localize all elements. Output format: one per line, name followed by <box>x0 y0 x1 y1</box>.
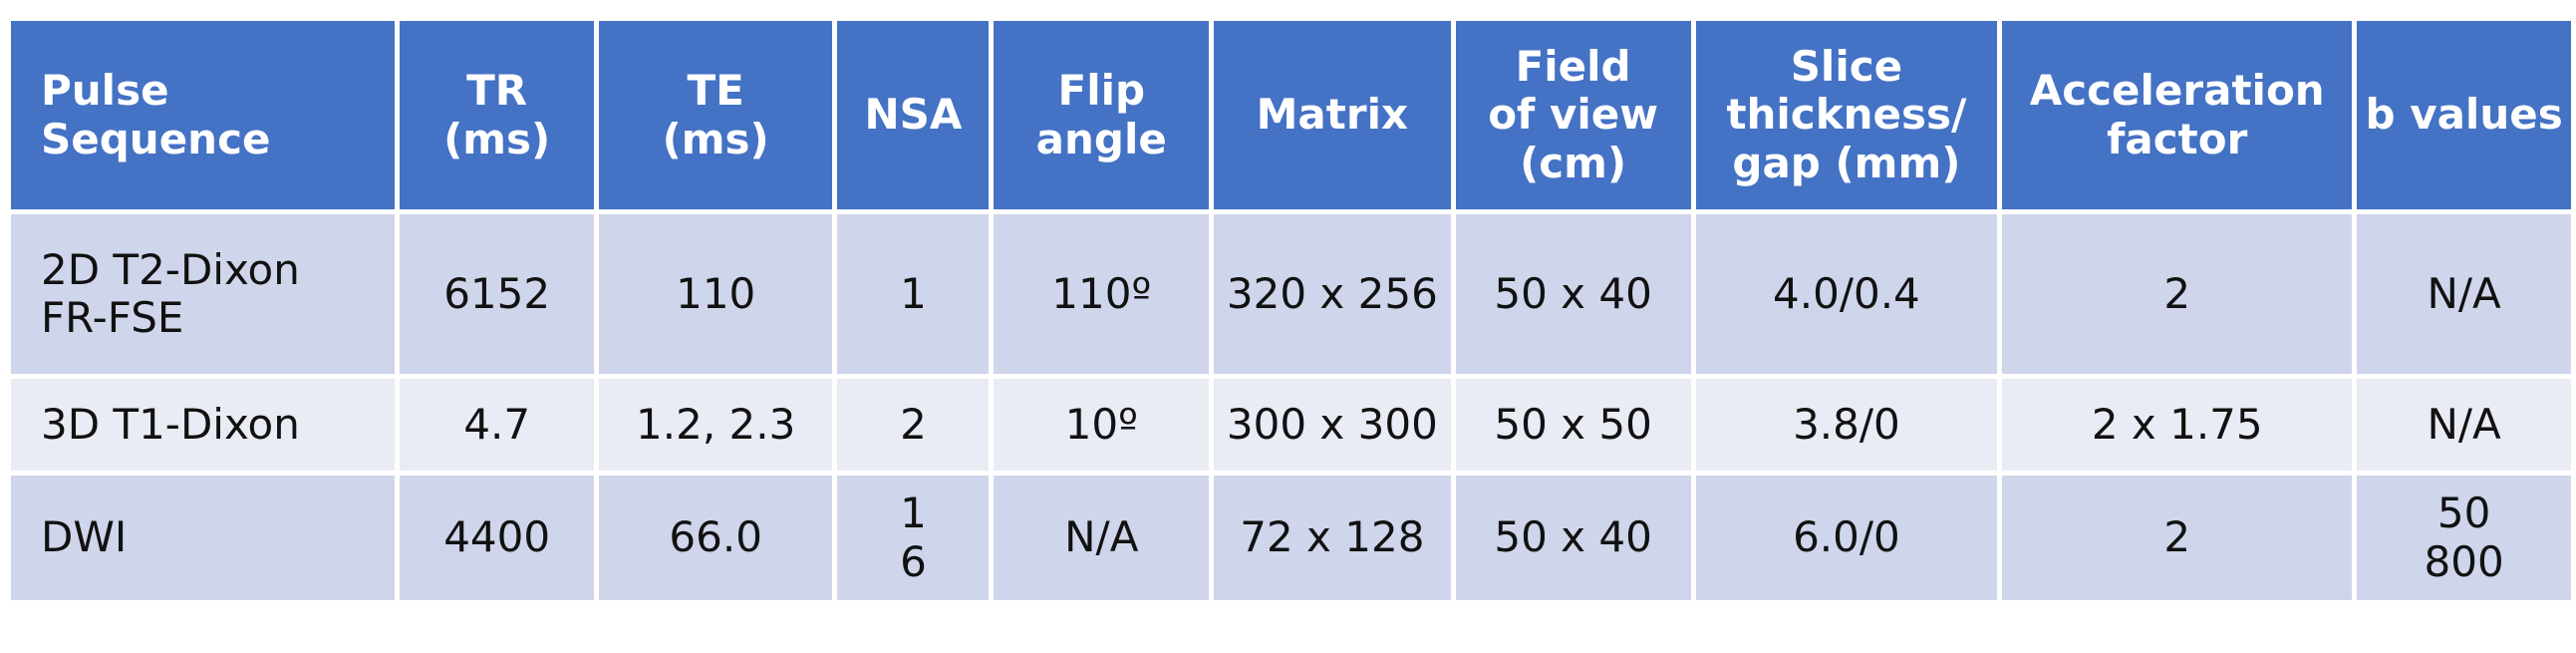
table-cell: 50 x 40 <box>1455 476 1691 600</box>
table-cell: 72 x 128 <box>1214 476 1451 600</box>
table-cell: 320 x 256 <box>1214 214 1451 374</box>
table-row: 3D T1-Dixon 4.7 1.2, 2.3 2 10º 300 x 300 50 x … <box>11 379 2571 471</box>
table-cell: 2 <box>2002 214 2353 374</box>
header-cell: Acceleration factor <box>2002 21 2353 209</box>
table-row: 2D T2-Dixon FR-FSE 6152 110 1 110º 320 x 256 5… <box>11 214 2571 374</box>
table-cell: 300 x 300 <box>1214 379 1451 471</box>
header-cell: NSA <box>837 21 990 209</box>
sequence-table: Pulse Sequence TR (ms) TE (ms) NSA Flip angl… <box>6 16 2576 605</box>
header-cell: Slice thickness/ gap (mm) <box>1695 21 1998 209</box>
header-cell: TR (ms) <box>400 21 594 209</box>
header-cell: Flip angle <box>994 21 1210 209</box>
table-cell: N/A <box>2357 379 2571 471</box>
table-cell: 2D T2-Dixon FR-FSE <box>11 214 396 374</box>
table-cell: 110 <box>598 214 833 374</box>
table-cell: 2 x 1.75 <box>2002 379 2353 471</box>
table-body: 2D T2-Dixon FR-FSE 6152 110 1 110º 320 x 256 5… <box>11 214 2571 600</box>
header-cell: b values <box>2357 21 2571 209</box>
table-cell: 3.8/0 <box>1695 379 1998 471</box>
table-cell: 4.0/0.4 <box>1695 214 1998 374</box>
table-cell: 2 <box>837 379 990 471</box>
table-cell: N/A <box>994 476 1210 600</box>
table-cell: 10º <box>994 379 1210 471</box>
header-cell: Field of view (cm) <box>1455 21 1691 209</box>
table-cell: N/A <box>2357 214 2571 374</box>
table-cell: 6.0/0 <box>1695 476 1998 600</box>
header-cell: TE (ms) <box>598 21 833 209</box>
table-cell: 2 <box>2002 476 2353 600</box>
table-cell: 50 x 40 <box>1455 214 1691 374</box>
table-cell: 3D T1-Dixon <box>11 379 396 471</box>
table-cell: 110º <box>994 214 1210 374</box>
table-row: DWI 4400 66.0 1 6 N/A 72 x 128 50 x 40 6.0/0 2 50… <box>11 476 2571 600</box>
header-cell: Pulse Sequence <box>11 21 396 209</box>
table-cell: 4.7 <box>400 379 594 471</box>
header-cell: Matrix <box>1214 21 1451 209</box>
table-cell: 50 x 50 <box>1455 379 1691 471</box>
table-cell: 1 <box>837 214 990 374</box>
table-cell: 1.2, 2.3 <box>598 379 833 471</box>
table-cell: 1 6 <box>837 476 990 600</box>
table-cell: 66.0 <box>598 476 833 600</box>
table-cell: 50 800 <box>2357 476 2571 600</box>
table-cell: 4400 <box>400 476 594 600</box>
header-row: Pulse Sequence TR (ms) TE (ms) NSA Flip angl… <box>11 21 2571 209</box>
table-cell: DWI <box>11 476 396 600</box>
table-cell: 6152 <box>400 214 594 374</box>
